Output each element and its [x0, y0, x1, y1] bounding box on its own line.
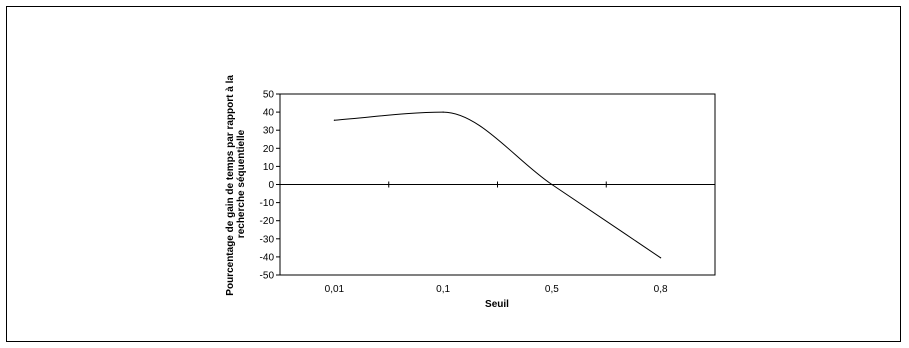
x-tick-label: 0,5 [545, 284, 559, 295]
data-point [333, 119, 335, 121]
y-tick-label: -30 [260, 234, 275, 245]
data-point [660, 257, 662, 259]
y-tick-label: -10 [260, 198, 275, 209]
y-tick-label: 20 [263, 144, 275, 155]
y-tick-label: -20 [260, 216, 275, 227]
series-layer [333, 111, 662, 259]
data-point [442, 111, 444, 113]
y-tick-label: 30 [263, 126, 275, 137]
y-tick-label: 10 [263, 162, 275, 173]
x-tick-label: 0,01 [325, 284, 345, 295]
x-axis: 0,01 0,1 0,5 0,8 [280, 181, 715, 295]
data-point [551, 183, 553, 186]
chart-frame [6, 6, 901, 342]
y-axis: 50 40 30 20 10 0 -10 -20 -30 -40 -50 [260, 90, 280, 282]
y-tick-label: 0 [268, 180, 274, 191]
y-axis-title-line-1: Pourcentage de gain de temps par rapport… [225, 75, 236, 296]
y-tick-label: -50 [260, 271, 275, 282]
y-tick-label: -40 [260, 252, 275, 263]
series-line [334, 111, 661, 259]
x-tick-label: 0,8 [654, 284, 668, 295]
x-axis-title: Seuil [485, 299, 509, 310]
y-axis-title-line-2: recherche séquentielle [236, 129, 247, 238]
y-tick-label: 50 [263, 90, 275, 101]
y-axis-title: Pourcentage de gain de temps par rapport… [225, 72, 247, 295]
y-tick-label: 40 [263, 108, 275, 119]
x-tick-label: 0,1 [436, 284, 450, 295]
